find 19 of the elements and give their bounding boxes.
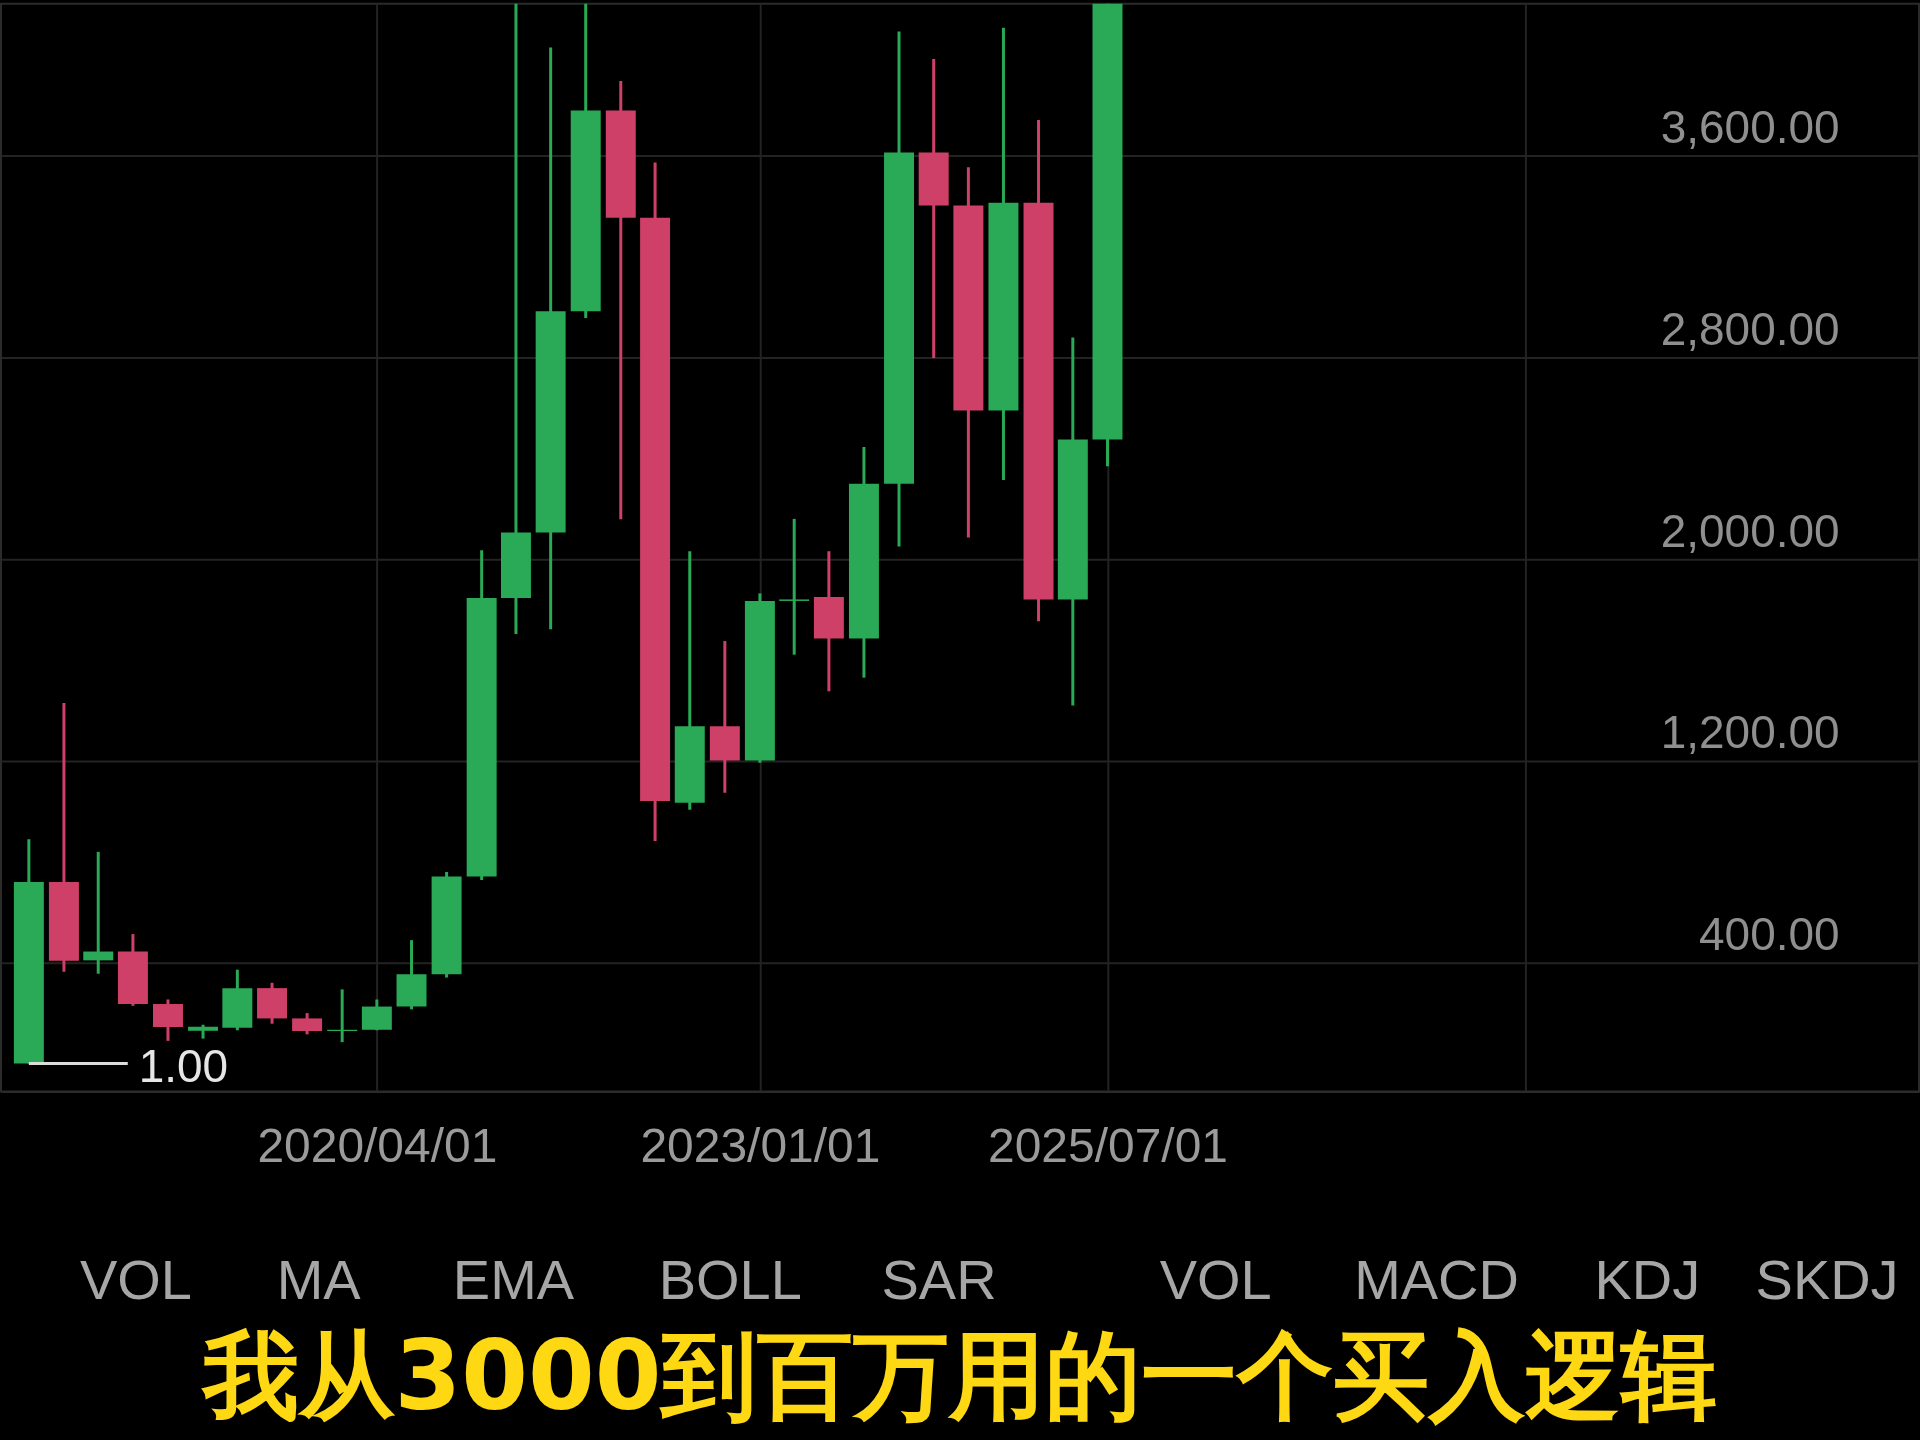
y-tick-label: 1,200.00: [1660, 706, 1840, 759]
text: VOL: [1159, 1248, 1272, 1312]
y-tick-label: 2,000.00: [1660, 504, 1840, 557]
annotation: 1.00: [138, 1039, 229, 1092]
y-tick-label: 400.00: [1699, 908, 1840, 961]
y-tick-label: 2,800.00: [1660, 302, 1840, 355]
x-tick-label: 2023/01/01: [640, 1119, 881, 1173]
text: EMA: [452, 1248, 575, 1312]
y-tick-label: 3,600.00: [1660, 100, 1840, 153]
text: VOL: [79, 1248, 192, 1312]
text: SKDJ: [1755, 1248, 1899, 1312]
text: KDJ: [1594, 1248, 1701, 1312]
x-tick-label: 2025/07/01: [988, 1119, 1228, 1173]
text: 我从3000到百万用的一个买入逻辑: [200, 1320, 1718, 1433]
text: BOLL: [658, 1248, 802, 1312]
x-tick-label: 2020/04/01: [257, 1119, 498, 1173]
text: SAR: [881, 1248, 997, 1312]
text: MA: [276, 1248, 362, 1312]
text: MACD: [1354, 1248, 1519, 1312]
